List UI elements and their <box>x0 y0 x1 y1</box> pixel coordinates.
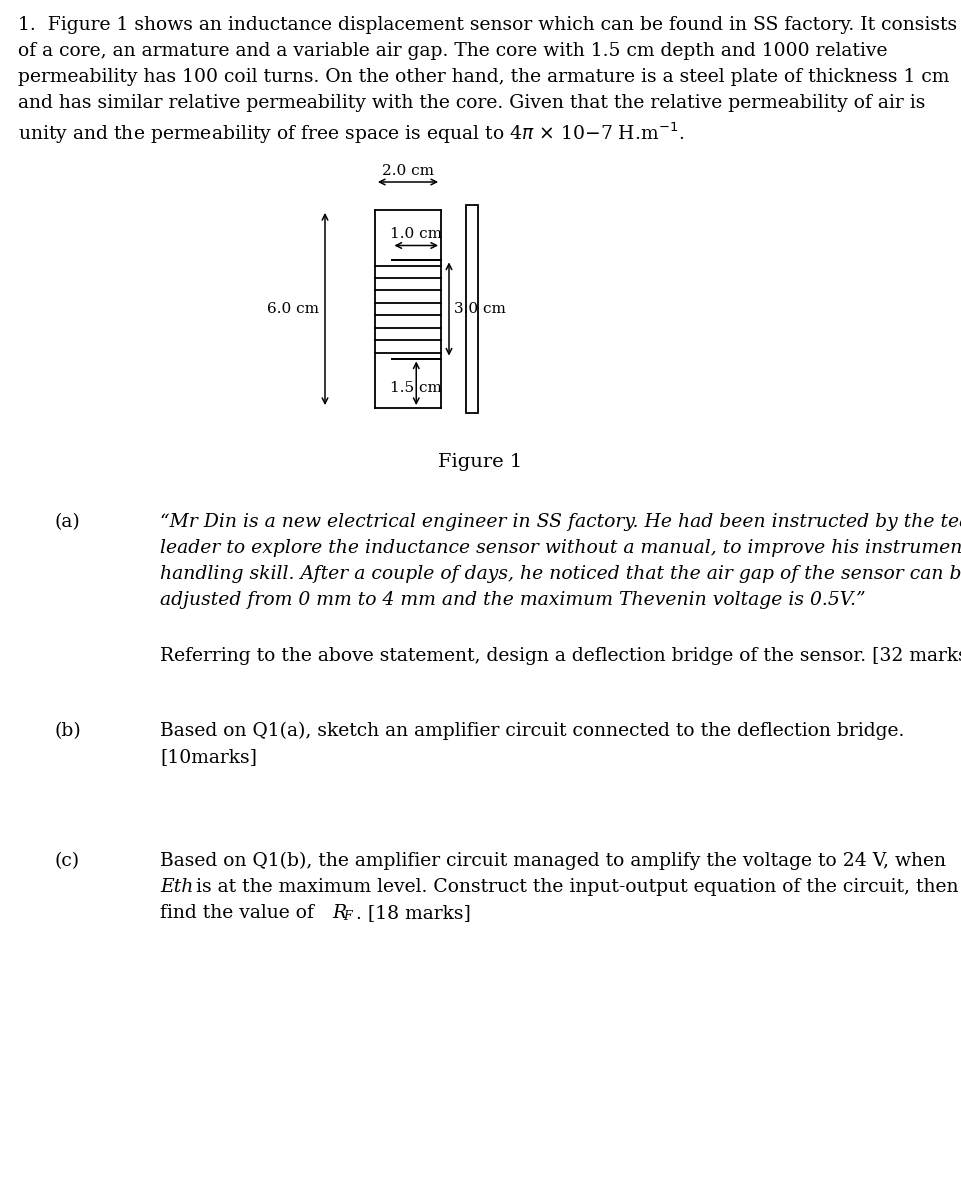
Text: 2.0 cm: 2.0 cm <box>382 164 434 178</box>
Text: Based on Q1(a), sketch an amplifier circuit connected to the deflection bridge.: Based on Q1(a), sketch an amplifier circ… <box>160 722 904 740</box>
Bar <box>466 205 478 413</box>
Text: unity and the permeability of free space is equal to 4$\pi$ $\times$ 10$-$7 H.m$: unity and the permeability of free space… <box>18 120 684 145</box>
Text: leader to explore the inductance sensor without a manual, to improve his instrum: leader to explore the inductance sensor … <box>160 539 961 557</box>
Text: F: F <box>343 911 352 924</box>
Text: R: R <box>332 903 346 922</box>
Text: and has similar relative permeability with the core. Given that the relative per: and has similar relative permeability wi… <box>18 94 925 112</box>
Text: permeability has 100 coil turns. On the other hand, the armature is a steel plat: permeability has 100 coil turns. On the … <box>18 68 949 86</box>
Text: (c): (c) <box>55 852 80 870</box>
Text: handling skill. After a couple of days, he noticed that the air gap of the senso: handling skill. After a couple of days, … <box>160 565 961 583</box>
Text: is at the maximum level. Construct the input-output equation of the circuit, the: is at the maximum level. Construct the i… <box>190 877 958 896</box>
Text: Eth: Eth <box>160 877 193 896</box>
Text: Referring to the above statement, design a deflection bridge of the sensor. [32 : Referring to the above statement, design… <box>160 647 961 665</box>
Text: 6.0 cm: 6.0 cm <box>267 302 319 317</box>
Text: (a): (a) <box>55 513 81 531</box>
Text: adjusted from 0 mm to 4 mm and the maximum Thevenin voltage is 0.5V.”: adjusted from 0 mm to 4 mm and the maxim… <box>160 590 866 609</box>
Text: Figure 1: Figure 1 <box>438 454 522 471</box>
Text: “Mr Din is a new electrical engineer in SS factory. He had been instructed by th: “Mr Din is a new electrical engineer in … <box>160 513 961 531</box>
Text: 1.5 cm: 1.5 cm <box>390 381 442 396</box>
Text: Based on Q1(b), the amplifier circuit managed to amplify the voltage to 24 V, wh: Based on Q1(b), the amplifier circuit ma… <box>160 852 946 870</box>
Text: 3.0 cm: 3.0 cm <box>454 302 505 317</box>
Text: . [18 marks]: . [18 marks] <box>356 903 471 922</box>
Text: find the value of: find the value of <box>160 903 320 922</box>
Text: of a core, an armature and a variable air gap. The core with 1.5 cm depth and 10: of a core, an armature and a variable ai… <box>18 43 888 60</box>
Text: [10marks]: [10marks] <box>160 748 257 766</box>
Text: (b): (b) <box>55 722 82 740</box>
Text: 1.0 cm: 1.0 cm <box>390 228 442 241</box>
Text: 1.  Figure 1 shows an inductance displacement sensor which can be found in SS fa: 1. Figure 1 shows an inductance displace… <box>18 17 957 34</box>
